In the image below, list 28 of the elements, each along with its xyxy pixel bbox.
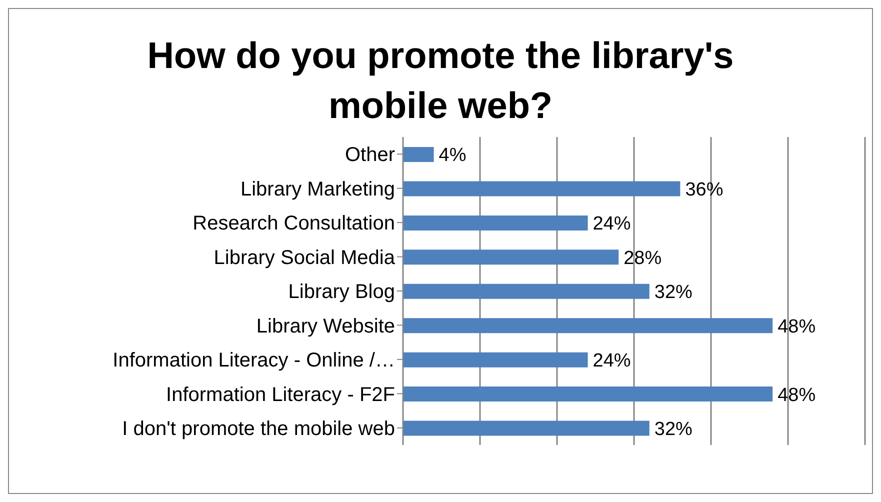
y-tick-label: Information Literacy - F2F (166, 384, 395, 406)
data-label: 4% (438, 145, 466, 166)
data-label: 32% (654, 282, 693, 304)
data-label: 24% (592, 214, 631, 235)
bar (403, 181, 680, 196)
data-label: 24% (592, 350, 631, 372)
bar (403, 215, 588, 230)
bar (403, 284, 650, 299)
y-tick-label: Library Website (256, 315, 395, 338)
y-tick-label: Library Marketing (240, 178, 395, 200)
chart-title: How do you promote the library's mobile web? (146, 34, 735, 128)
data-label: 32% (654, 419, 693, 440)
y-tick-label: Library Blog (288, 281, 395, 304)
y-tick-label: Other (344, 144, 396, 166)
bar (403, 318, 773, 334)
y-tick-label: I don't promote the mobile web (122, 418, 395, 440)
data-label: 48% (778, 384, 816, 406)
bar (403, 420, 650, 436)
bar (403, 147, 434, 162)
bar (403, 386, 773, 402)
y-tick-label: Library Social Media (214, 246, 396, 269)
bar (403, 352, 588, 368)
y-tick-label: Research Consultation (192, 212, 395, 235)
bar (403, 250, 619, 265)
y-tick-label: Information Literacy - Online /… (112, 350, 395, 372)
data-label: 28% (624, 248, 662, 269)
data-label: 48% (778, 316, 816, 338)
data-label: 36% (685, 179, 724, 200)
